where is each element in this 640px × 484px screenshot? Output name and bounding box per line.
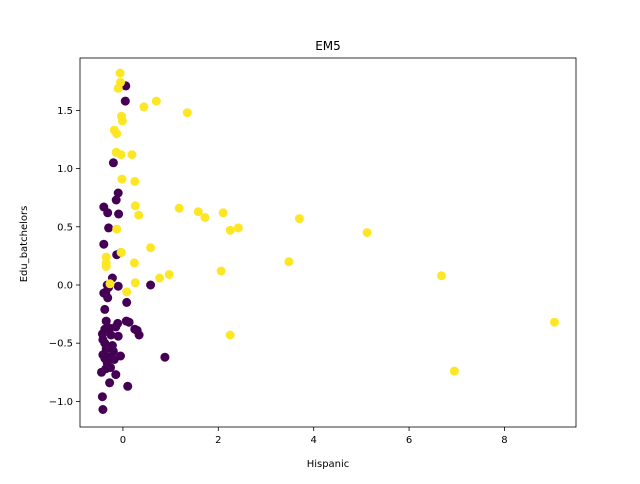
data-point: [117, 174, 127, 184]
data-point: [151, 96, 161, 106]
data-point: [200, 213, 210, 222]
data-point: [218, 208, 228, 218]
data-point: [134, 330, 144, 340]
data-point: [113, 83, 123, 93]
data-point: [134, 210, 144, 220]
data-point: [112, 224, 122, 234]
data-point: [294, 214, 304, 224]
data-point: [109, 355, 119, 364]
data-point: [100, 304, 110, 314]
data-point: [225, 330, 235, 340]
x-tick-label: 2: [215, 435, 221, 446]
x-tick-label: 4: [311, 435, 317, 446]
data-point: [113, 188, 123, 198]
data-point: [129, 258, 139, 268]
data-point: [111, 370, 121, 380]
data-point: [146, 243, 156, 253]
y-tick-label: 1.0: [57, 164, 73, 175]
data-point: [101, 364, 111, 374]
data-point: [284, 257, 294, 267]
y-axis-label: Edu_batchelors: [19, 206, 30, 283]
data-point: [120, 96, 130, 106]
data-point: [550, 317, 559, 327]
data-point: [97, 392, 107, 402]
data-point: [108, 158, 118, 168]
data-point: [127, 150, 137, 160]
data-point: [233, 223, 243, 233]
data-point: [182, 108, 192, 118]
axes-layer: 0 2 4 6 8 −1.0 −0.5 0.0 0.5 1.0 1.5: [49, 57, 577, 446]
data-point: [124, 317, 134, 327]
data-point: [99, 239, 109, 249]
data-point: [146, 280, 156, 290]
data-point: [117, 116, 127, 126]
data-point: [113, 331, 123, 341]
data-point: [101, 261, 111, 271]
data-point: [449, 366, 459, 376]
chart-title: EM5: [315, 39, 341, 53]
data-point: [216, 266, 226, 276]
data-point: [105, 378, 115, 388]
data-point: [362, 228, 372, 238]
x-tick-label: 0: [120, 435, 126, 446]
x-axis-label: Hispanic: [307, 459, 350, 470]
data-point: [122, 287, 132, 297]
data-point: [115, 68, 125, 78]
data-point: [122, 297, 132, 307]
data-point: [103, 208, 113, 218]
y-tick-label: 1.5: [57, 106, 73, 117]
data-point: [160, 352, 170, 362]
x-tick-label: 8: [501, 435, 507, 446]
data-point: [101, 316, 111, 326]
data-point: [123, 381, 133, 391]
y-tick-label: 0.0: [57, 280, 73, 291]
data-point: [437, 271, 446, 281]
data-point: [112, 129, 122, 139]
data-point: [193, 207, 203, 217]
data-point: [111, 195, 121, 205]
data-point: [174, 203, 184, 213]
points-layer: [97, 68, 559, 414]
plot-frame: [79, 57, 577, 428]
data-point: [164, 270, 174, 279]
y-tick-label: −0.5: [49, 339, 73, 350]
data-point: [130, 201, 140, 211]
data-point: [130, 278, 140, 288]
y-tick-label: 0.5: [57, 222, 73, 233]
data-point: [114, 209, 124, 219]
data-point: [106, 330, 116, 340]
data-point: [98, 405, 108, 414]
data-point: [104, 223, 114, 233]
data-point: [155, 273, 165, 283]
data-point: [113, 281, 123, 291]
data-point: [130, 176, 140, 186]
y-tick-label: −1.0: [49, 397, 73, 408]
data-point: [117, 247, 126, 257]
data-point: [225, 225, 235, 235]
x-tick-label: 6: [406, 435, 412, 446]
data-point: [103, 293, 113, 303]
data-point: [139, 102, 149, 112]
data-point: [105, 279, 115, 289]
data-point: [116, 150, 126, 160]
